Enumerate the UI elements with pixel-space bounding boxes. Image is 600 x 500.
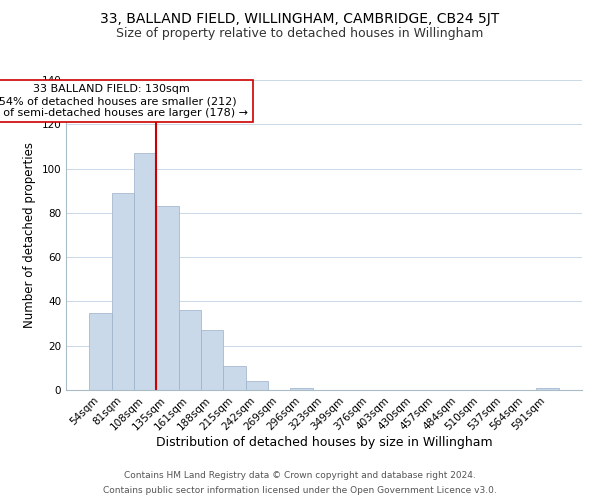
Bar xyxy=(246,381,268,390)
Bar xyxy=(201,330,223,390)
Bar xyxy=(179,310,201,390)
Bar xyxy=(536,388,559,390)
Text: Contains public sector information licensed under the Open Government Licence v3: Contains public sector information licen… xyxy=(103,486,497,495)
Y-axis label: Number of detached properties: Number of detached properties xyxy=(23,142,36,328)
Text: 33, BALLAND FIELD, WILLINGHAM, CAMBRIDGE, CB24 5JT: 33, BALLAND FIELD, WILLINGHAM, CAMBRIDGE… xyxy=(100,12,500,26)
Text: 33 BALLAND FIELD: 130sqm
← 54% of detached houses are smaller (212)
45% of semi-: 33 BALLAND FIELD: 130sqm ← 54% of detach… xyxy=(0,84,248,117)
Text: Contains HM Land Registry data © Crown copyright and database right 2024.: Contains HM Land Registry data © Crown c… xyxy=(124,471,476,480)
Bar xyxy=(290,388,313,390)
Bar xyxy=(157,206,179,390)
Bar xyxy=(223,366,246,390)
Bar xyxy=(112,193,134,390)
Bar xyxy=(134,153,157,390)
Text: Size of property relative to detached houses in Willingham: Size of property relative to detached ho… xyxy=(116,28,484,40)
X-axis label: Distribution of detached houses by size in Willingham: Distribution of detached houses by size … xyxy=(155,436,493,449)
Bar xyxy=(89,312,112,390)
